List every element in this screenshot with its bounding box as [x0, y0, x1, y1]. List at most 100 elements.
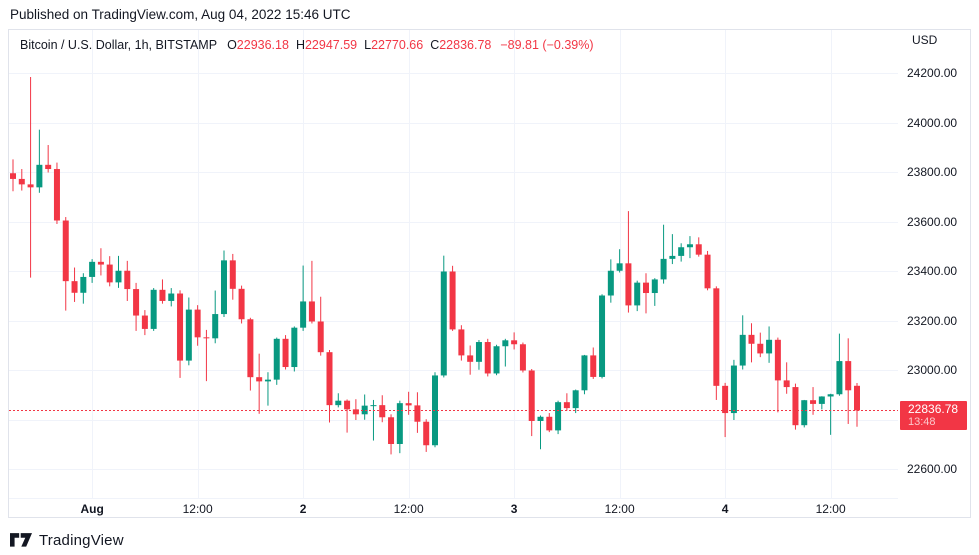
change-value: −89.81 (−0.39%)	[500, 38, 594, 52]
candle-body	[528, 370, 535, 421]
candle-body	[607, 270, 614, 296]
candle-body	[124, 270, 131, 290]
candle-body	[282, 338, 289, 368]
candle-body	[502, 340, 509, 347]
candle-body	[783, 380, 790, 388]
time-axis[interactable]: Aug 12:00 2 12:00 3 12:00 4 12:00	[9, 498, 898, 519]
candle-body	[344, 400, 351, 410]
candle-body	[686, 244, 693, 248]
candle-body	[300, 301, 307, 328]
candle-body	[53, 169, 60, 221]
candle-body	[141, 315, 148, 329]
candle-body	[10, 173, 16, 179]
price-tick-label: 24000.00	[907, 115, 958, 130]
candle-body	[836, 361, 843, 395]
time-tick-label: 3	[510, 502, 518, 516]
candle-body	[537, 416, 544, 421]
candle-body	[546, 416, 553, 431]
price-tick-label: 24200.00	[907, 66, 958, 80]
candle-body	[291, 327, 298, 368]
candle-body	[713, 288, 720, 386]
candle-body	[792, 387, 799, 426]
candle-body	[845, 361, 852, 391]
candle-body	[317, 321, 324, 353]
candle-body	[308, 301, 315, 322]
candle-body	[238, 288, 245, 320]
candle-body	[71, 281, 78, 293]
candle-body	[194, 309, 201, 338]
footer: TradingView	[10, 529, 124, 551]
ohlc-item-H: H22947.59	[295, 38, 358, 52]
chart-legend[interactable]: Bitcoin / U.S. Dollar, 1h, BITSTAMP O2293…	[20, 36, 594, 54]
time-tick-label: 2	[299, 502, 307, 516]
price-tick-label: 23200.00	[907, 313, 958, 328]
candle-body	[774, 339, 781, 381]
candle-body	[80, 276, 87, 293]
candle-body	[229, 260, 236, 289]
published-caption: Published on TradingView.com, Aug 04, 20…	[10, 7, 351, 22]
candle-body	[669, 255, 676, 259]
candle-body	[757, 343, 764, 354]
candle-body	[273, 338, 280, 380]
candle-body	[625, 263, 632, 306]
candle-body	[766, 339, 773, 354]
candle-body	[115, 270, 122, 283]
price-tick-label: 23600.00	[907, 214, 958, 229]
candle-body	[467, 355, 474, 362]
price-axis-currency: USD	[912, 33, 938, 47]
ohlc-item-C: C22836.78	[430, 38, 492, 52]
price-tick-label: 23000.00	[907, 363, 958, 377]
candle-body	[264, 379, 271, 382]
time-tick-label: 12:00	[393, 502, 424, 516]
candle-body	[616, 263, 623, 271]
candle-body	[177, 293, 184, 361]
time-tick-label: Aug	[80, 502, 104, 516]
ohlc-item-O: O22936.18	[227, 38, 289, 52]
price-tick-label: 23800.00	[907, 165, 958, 179]
candle-body	[361, 405, 368, 415]
time-tick-label: 12:00	[604, 502, 635, 516]
candle-body	[159, 289, 166, 301]
candle-body	[572, 390, 579, 409]
candle-body	[590, 355, 597, 377]
candle-body	[722, 385, 729, 414]
candle-body	[62, 220, 69, 282]
candle-body	[27, 184, 34, 188]
candle-body	[379, 405, 386, 418]
candle-body	[818, 396, 825, 404]
candle-body	[133, 289, 140, 316]
candle-body	[519, 344, 526, 371]
candle-body	[97, 261, 104, 265]
candle-body	[168, 293, 175, 301]
candle-body	[854, 385, 860, 411]
candle-body	[352, 409, 359, 415]
candle-body	[405, 403, 412, 406]
ohlc-item-L: L22770.66	[364, 38, 424, 52]
candle-body	[36, 164, 43, 188]
candle-body	[150, 289, 157, 329]
candle-countdown: 13:48	[908, 416, 936, 429]
candle-body	[563, 402, 570, 409]
candle-body	[678, 247, 685, 256]
candle-body	[801, 400, 808, 426]
candle-body	[388, 417, 395, 445]
last-price-label: 22836.78 13:48	[900, 401, 967, 431]
candle-body	[730, 365, 737, 414]
price-tick-label: 23400.00	[907, 264, 958, 278]
tradingview-brand[interactable]: TradingView	[39, 531, 124, 549]
candle-body	[423, 421, 430, 446]
candle-body	[414, 405, 421, 422]
tradingview-logo-icon[interactable]	[10, 532, 32, 548]
candle-body	[396, 403, 403, 445]
candle-body	[370, 405, 377, 407]
candle-body	[704, 254, 711, 289]
time-tick-label: 4	[721, 502, 729, 516]
symbol-title: Bitcoin / U.S. Dollar, 1h, BITSTAMP	[20, 38, 218, 52]
candle-body	[555, 402, 562, 431]
candle-body	[256, 377, 263, 382]
candle-body	[599, 295, 606, 377]
candlestick-chart[interactable]	[9, 30, 898, 498]
candle-body	[203, 337, 210, 339]
candle-body	[45, 164, 52, 170]
candle-body	[660, 258, 667, 280]
